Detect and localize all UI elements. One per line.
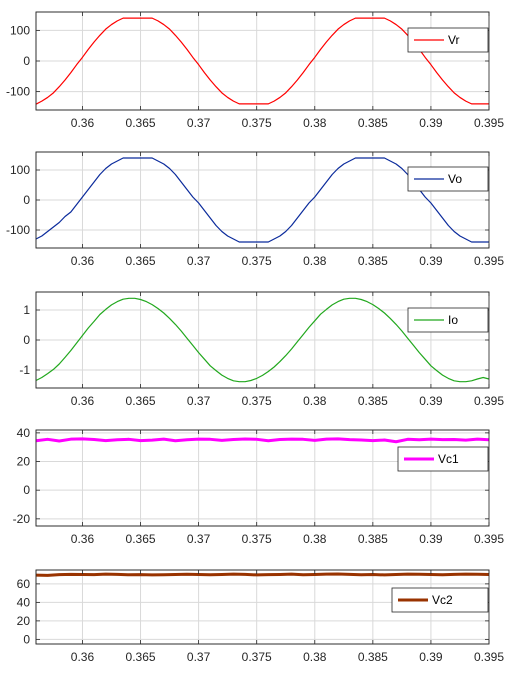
- y-tick-label: 1: [23, 303, 30, 317]
- x-tick-label: 0.375: [242, 116, 272, 130]
- x-tick-label: 0.37: [187, 532, 211, 546]
- x-tick-label: 0.39: [419, 116, 443, 130]
- x-tick-label: 0.375: [242, 394, 272, 408]
- x-tick-label: 0.39: [419, 394, 443, 408]
- axes-border: [35, 429, 490, 527]
- y-tick-label: 20: [17, 614, 31, 628]
- y-tick-label: 60: [17, 577, 31, 591]
- gridlines: [36, 12, 490, 110]
- legend: Io: [407, 307, 489, 333]
- series-group: [35, 297, 490, 383]
- x-tick-label: 0.385: [358, 650, 388, 664]
- x-tick-label: 0.365: [126, 650, 156, 664]
- y-tick-label: 100: [10, 163, 30, 177]
- legend: Vr: [407, 27, 489, 53]
- y-tick-label: 0: [23, 483, 30, 497]
- x-tick-label: 0.37: [187, 394, 211, 408]
- subplot-4: 0.36 0.365 0.37 0.375 0.38 0.385 0.39 0.395 -20 0…: [13, 426, 505, 546]
- x-tick-label: 0.365: [126, 394, 156, 408]
- x-tick-label: 0.36: [71, 650, 95, 664]
- y-tick-label: -100: [6, 223, 30, 237]
- y-tick-label: -1: [19, 363, 30, 377]
- axes-border: [35, 569, 490, 645]
- x-tick-label: 0.36: [71, 394, 95, 408]
- series-group: [35, 437, 490, 444]
- gridlines: [36, 570, 490, 644]
- x-tick-label: 0.39: [419, 254, 443, 268]
- legend-label: Vc2: [432, 593, 453, 607]
- x-tick-label: 0.37: [187, 116, 211, 130]
- y-tick-label: 0: [23, 333, 30, 347]
- x-tick-label: 0.37: [187, 650, 211, 664]
- plot-area: [35, 429, 490, 527]
- x-tick-label: 0.38: [303, 116, 327, 130]
- x-tick-label: 0.375: [242, 532, 272, 546]
- subplot-1: 0.36 0.365 0.37 0.375 0.38 0.385 0.39 0.395 -100…: [6, 11, 504, 130]
- legend: Vo: [407, 166, 489, 192]
- y-tick-label: 100: [10, 23, 30, 37]
- x-tick-label: 0.385: [358, 394, 388, 408]
- y-tick-label: 0: [23, 632, 30, 646]
- x-tick-label: 0.38: [303, 532, 327, 546]
- y-tick-label: 20: [17, 455, 31, 469]
- x-tick-label: 0.365: [126, 116, 156, 130]
- series-line-vc1: [35, 437, 490, 444]
- x-tick-label: 0.39: [419, 532, 443, 546]
- x-tick-label: 0.395: [474, 650, 504, 664]
- x-tick-label: 0.38: [303, 394, 327, 408]
- legend: Vc2: [391, 587, 489, 613]
- legend-label: Io: [448, 313, 458, 327]
- x-tick-label: 0.375: [242, 254, 272, 268]
- y-tick-label: -20: [13, 512, 31, 526]
- x-tick-label: 0.36: [71, 532, 95, 546]
- x-tick-label: 0.39: [419, 650, 443, 664]
- x-tick-label: 0.385: [358, 254, 388, 268]
- x-tick-label: 0.38: [303, 254, 327, 268]
- series-group: [35, 572, 490, 577]
- legend-label: Vc1: [438, 452, 459, 466]
- x-tick-label: 0.37: [187, 254, 211, 268]
- x-tick-label: 0.385: [358, 116, 388, 130]
- x-tick-label: 0.395: [474, 394, 504, 408]
- y-tick-label: 0: [23, 54, 30, 68]
- y-tick-label: 40: [17, 426, 31, 440]
- x-tick-label: 0.36: [71, 116, 95, 130]
- y-tick-label: 0: [23, 193, 30, 207]
- x-tick-label: 0.375: [242, 650, 272, 664]
- x-tick-label: 0.38: [303, 650, 327, 664]
- subplot-5: 0.36 0.365 0.37 0.375 0.38 0.385 0.39 0.395 0 20 4…: [17, 569, 504, 664]
- series-line-io: [35, 297, 490, 383]
- x-tick-label: 0.395: [474, 116, 504, 130]
- y-tick-label: -100: [6, 85, 30, 99]
- x-tick-label: 0.365: [126, 254, 156, 268]
- subplot-3: 0.36 0.365 0.37 0.375 0.38 0.385 0.39 0.395 -1 0 1…: [19, 291, 504, 408]
- subplot-stack: 0.36 0.365 0.37 0.375 0.38 0.385 0.39 0.395-100…: [6, 11, 505, 664]
- series-line-vc2: [35, 572, 490, 577]
- legend-label: Vo: [448, 172, 462, 186]
- x-tick-label: 0.365: [126, 532, 156, 546]
- legend: Vc1: [397, 446, 489, 472]
- x-tick-label: 0.385: [358, 532, 388, 546]
- y-tick-label: 40: [17, 595, 31, 609]
- x-tick-label: 0.395: [474, 532, 504, 546]
- legend-label: Vr: [448, 33, 460, 47]
- x-tick-label: 0.36: [71, 254, 95, 268]
- x-tick-label: 0.395: [474, 254, 504, 268]
- subplot-2: 0.36 0.365 0.37 0.375 0.38 0.385 0.39 0.395 -100…: [6, 151, 504, 268]
